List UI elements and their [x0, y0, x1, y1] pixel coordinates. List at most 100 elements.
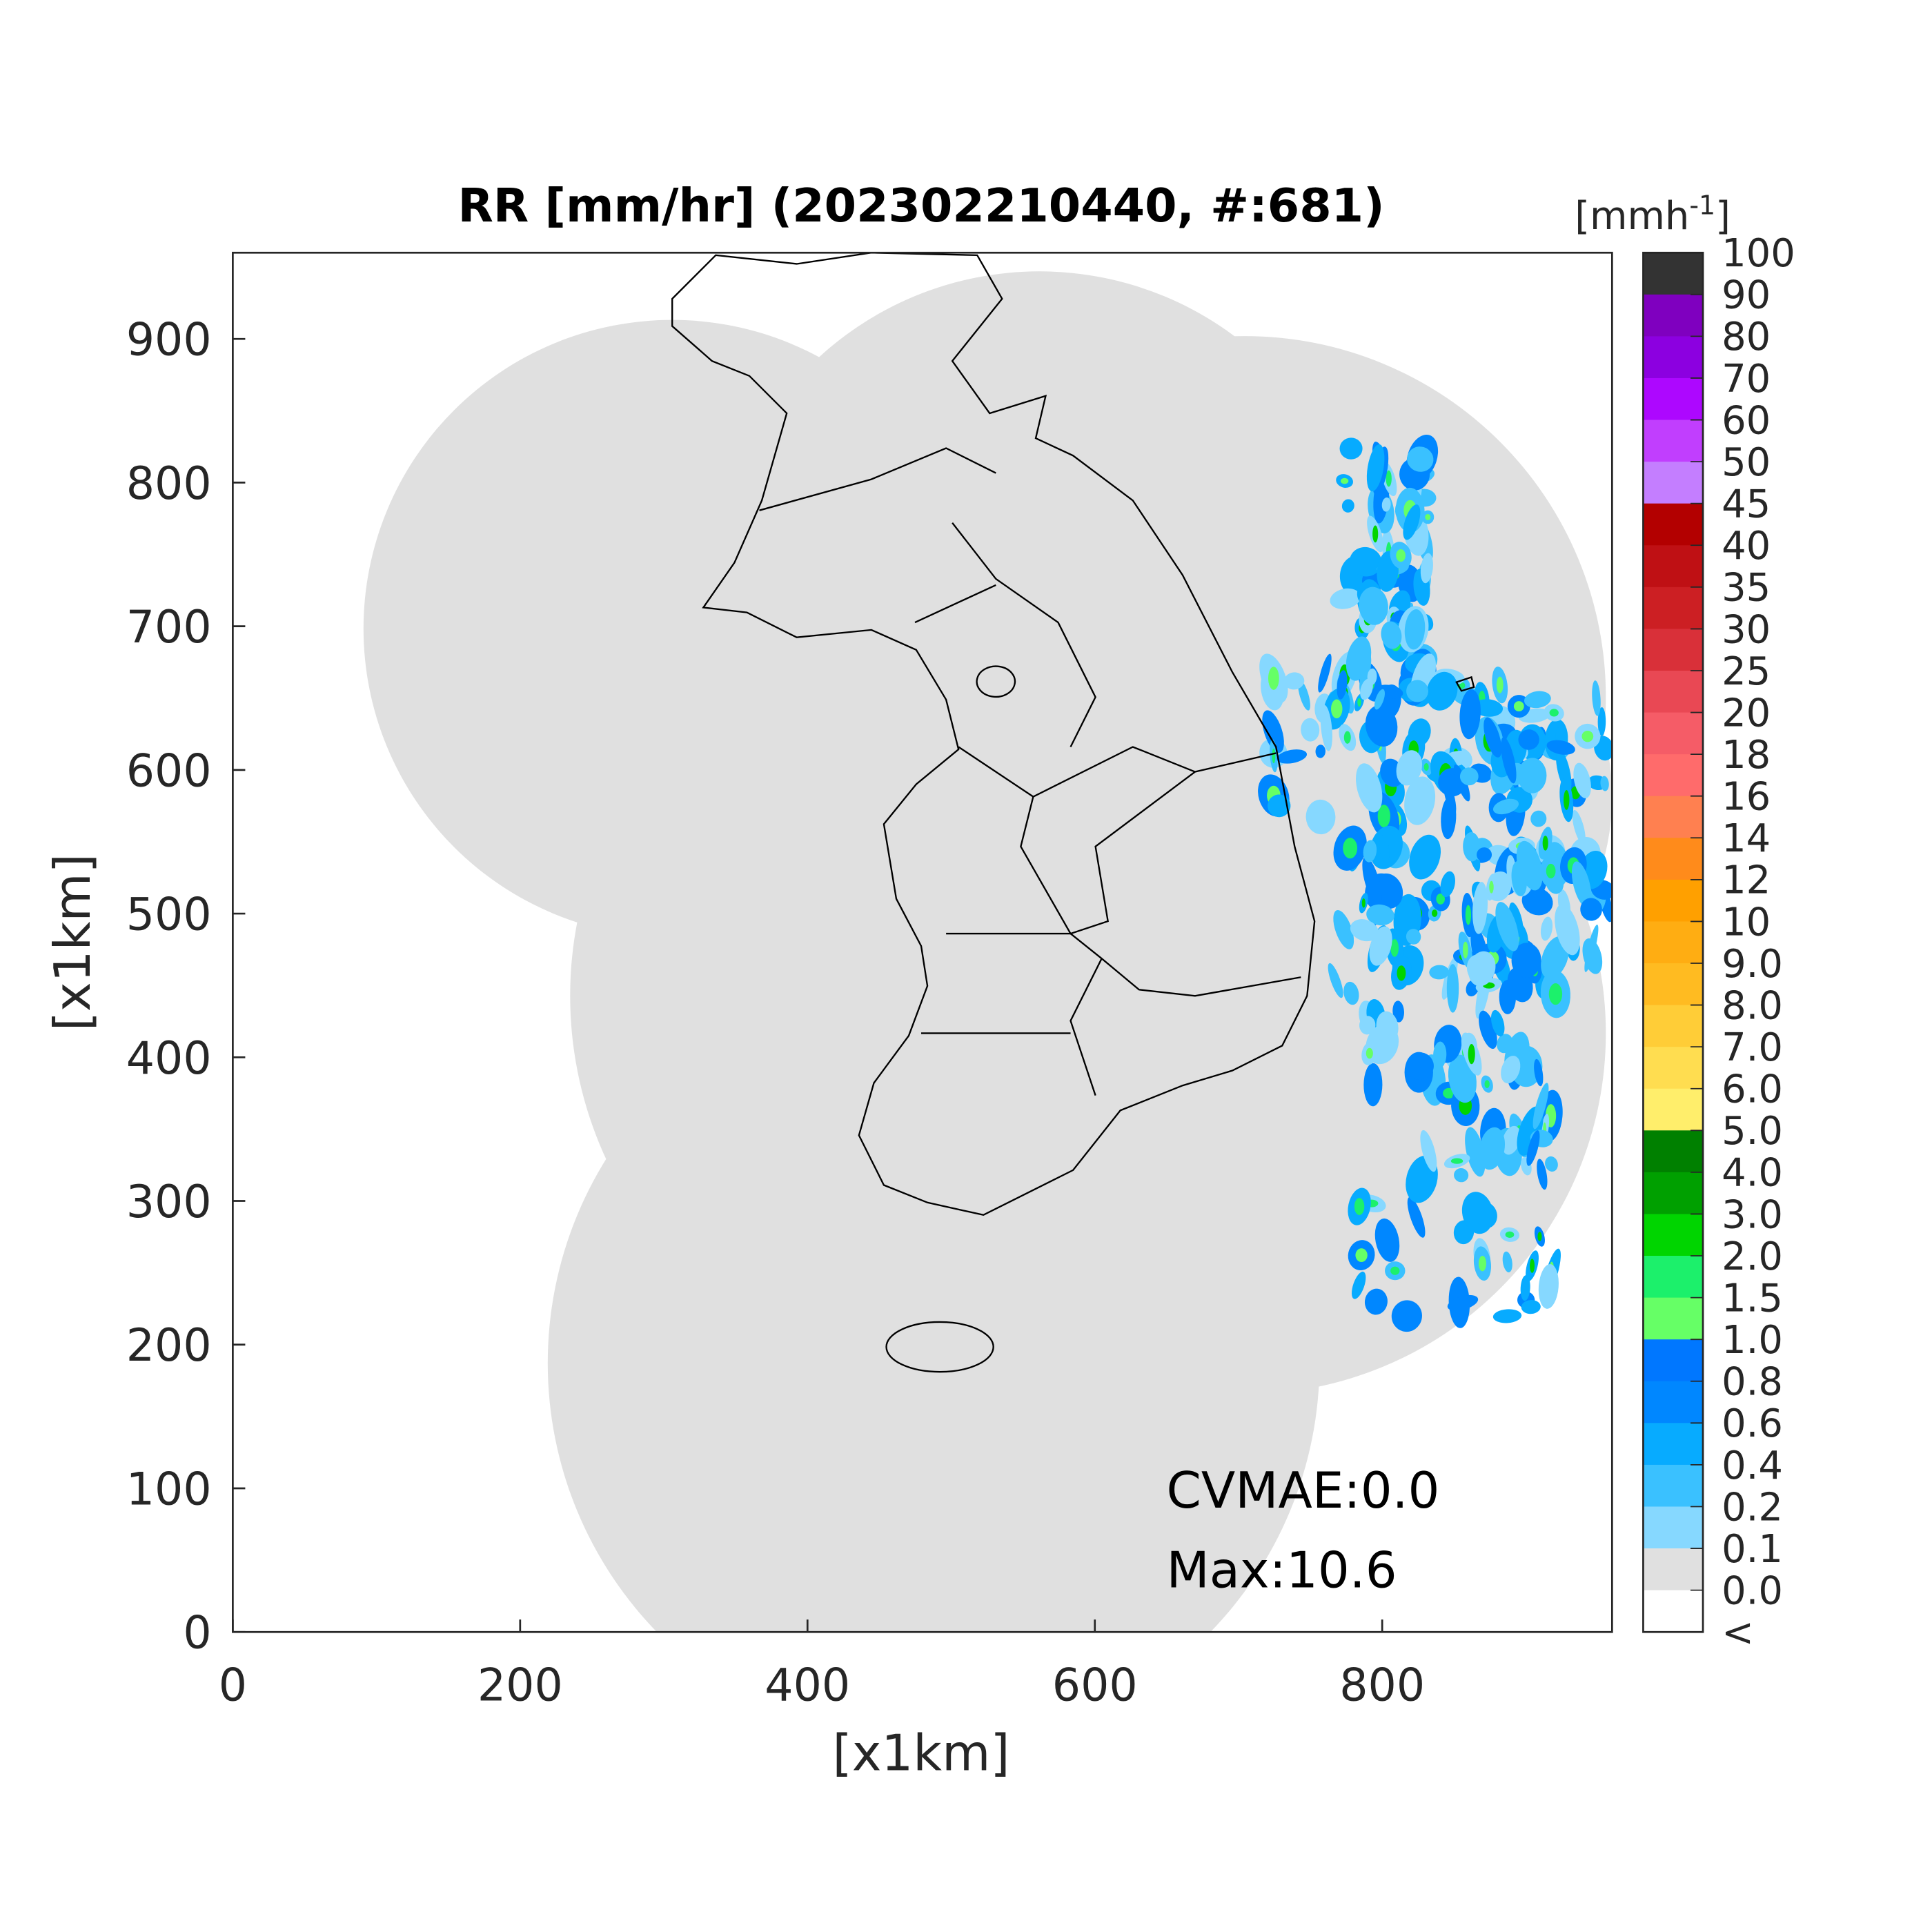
colorbar-bin: [1643, 1423, 1704, 1466]
rain-cell: [1374, 689, 1385, 710]
rain-cell: [1584, 925, 1599, 972]
rain-cell: [1328, 963, 1343, 998]
rain-cell-core: [1530, 1259, 1535, 1273]
colorbar-bin: [1643, 1506, 1704, 1549]
province-borders: [759, 447, 1301, 1096]
rain-cell: [1580, 898, 1602, 921]
rain-cell: [1546, 740, 1575, 755]
rain-cell: [1459, 689, 1481, 740]
rain-cell: [1359, 1016, 1376, 1035]
y-tick-label: 0: [183, 1608, 211, 1659]
jeju-island: [885, 1321, 994, 1373]
y-tick-label: 600: [126, 745, 212, 797]
colorbar-bin: [1643, 294, 1704, 337]
rain-cell: [1376, 1011, 1399, 1043]
colorbar-label: 45: [1722, 482, 1771, 527]
rain-cell: [1492, 1309, 1522, 1323]
rain-cell: [1517, 758, 1547, 793]
rain-cell: [1406, 1052, 1434, 1080]
rain-cell: [1360, 678, 1373, 700]
colorbar-bin: [1643, 879, 1704, 923]
rain-cell: [1330, 588, 1361, 609]
rain-cell: [1521, 887, 1553, 916]
rain-cell: [1571, 861, 1592, 907]
rain-cell: [1573, 762, 1591, 798]
rain-cell: [1391, 1300, 1422, 1332]
rain-cell: [1426, 671, 1458, 711]
rain-cell: [1453, 764, 1470, 802]
rain-cell: [1597, 707, 1606, 736]
max-annotation: Max:10.6: [1166, 1541, 1397, 1599]
y-tick-label: 900: [126, 315, 212, 366]
rain-cell-core: [1366, 1047, 1373, 1059]
colorbar-bin: [1643, 545, 1704, 588]
rain-cell: [1520, 1275, 1530, 1301]
rain-cell-core: [1478, 1255, 1486, 1272]
rain-cell: [1509, 902, 1524, 938]
colorbar-label: 70: [1722, 357, 1771, 402]
colorbar-label: 90: [1722, 273, 1771, 318]
rain-cell-core: [1425, 514, 1431, 520]
rain-cell-core: [1268, 667, 1279, 690]
rain-cell-core: [1468, 1043, 1475, 1065]
colorbar-label: 4.0: [1722, 1151, 1783, 1196]
colorbar-label: 1.0: [1722, 1318, 1783, 1363]
rain-cell-core: [1390, 939, 1399, 957]
rain-cell: [1343, 981, 1359, 1005]
colorbar-label: 12: [1722, 858, 1771, 903]
colorbar-bin: [1643, 1381, 1704, 1424]
rain-cell: [1366, 444, 1385, 492]
colorbar-label: 10: [1722, 900, 1771, 945]
rain-cell: [1406, 929, 1421, 945]
dokdo-islet: [1455, 676, 1475, 692]
rain-cell: [1463, 832, 1481, 862]
rain-cell-core: [1581, 730, 1594, 742]
rain-cell: [1420, 553, 1433, 584]
cvmae-annotation: CVMAE:0.0: [1166, 1462, 1439, 1520]
rain-cell: [1365, 704, 1398, 747]
rain-cell: [1572, 809, 1586, 845]
rain-cell: [1524, 691, 1551, 709]
rain-cell: [1283, 672, 1305, 690]
rain-cell: [1555, 904, 1580, 956]
rain-cell: [1305, 799, 1336, 835]
rain-cell: [1592, 680, 1601, 716]
rain-cell: [1356, 763, 1383, 813]
colorbar-bin: [1643, 629, 1704, 671]
rain-cell: [1404, 609, 1426, 650]
rain-cell: [1537, 1159, 1548, 1190]
rain-cell: [1350, 919, 1379, 942]
rain-cell: [1406, 680, 1428, 702]
y-tick-label: 400: [126, 1033, 212, 1085]
rain-cell-core: [1462, 941, 1468, 958]
rain-cell: [1298, 680, 1310, 711]
rain-cell: [1366, 904, 1394, 926]
rain-cell: [1545, 1156, 1558, 1172]
rain-cell: [1374, 1218, 1400, 1262]
rain-cell: [1468, 951, 1496, 987]
rain-cell: [1364, 1288, 1388, 1315]
rain-cell: [1465, 1127, 1486, 1177]
rain-cell: [1433, 1041, 1447, 1069]
rain-cell: [1341, 499, 1354, 513]
colorbar-unit-text: [mmh: [1575, 194, 1689, 239]
colorbar-label: 9.0: [1722, 942, 1783, 987]
rain-cell: [1407, 1196, 1426, 1238]
colorbar-bin: [1643, 1548, 1704, 1591]
rain-cell: [1440, 871, 1455, 898]
rain-cell-core: [1272, 748, 1276, 764]
colorbar-bin: [1643, 921, 1704, 964]
colorbar-label: 18: [1722, 733, 1771, 778]
rain-cell: [1404, 776, 1436, 825]
x-axis: 0 200 400 600 800: [219, 1619, 1425, 1711]
rain-cell: [1501, 1056, 1521, 1084]
colorbar-bin: [1643, 1047, 1704, 1090]
rain-cell: [1420, 1130, 1437, 1172]
rain-cell-core: [1450, 1158, 1463, 1164]
rain-cell: [1443, 778, 1457, 815]
rain-cell-core: [1564, 790, 1570, 810]
y-tick-label: 500: [126, 889, 212, 941]
colorbar-bin: [1643, 586, 1704, 630]
rain-cell: [1362, 856, 1382, 906]
colorbar-label: 14: [1722, 816, 1771, 861]
